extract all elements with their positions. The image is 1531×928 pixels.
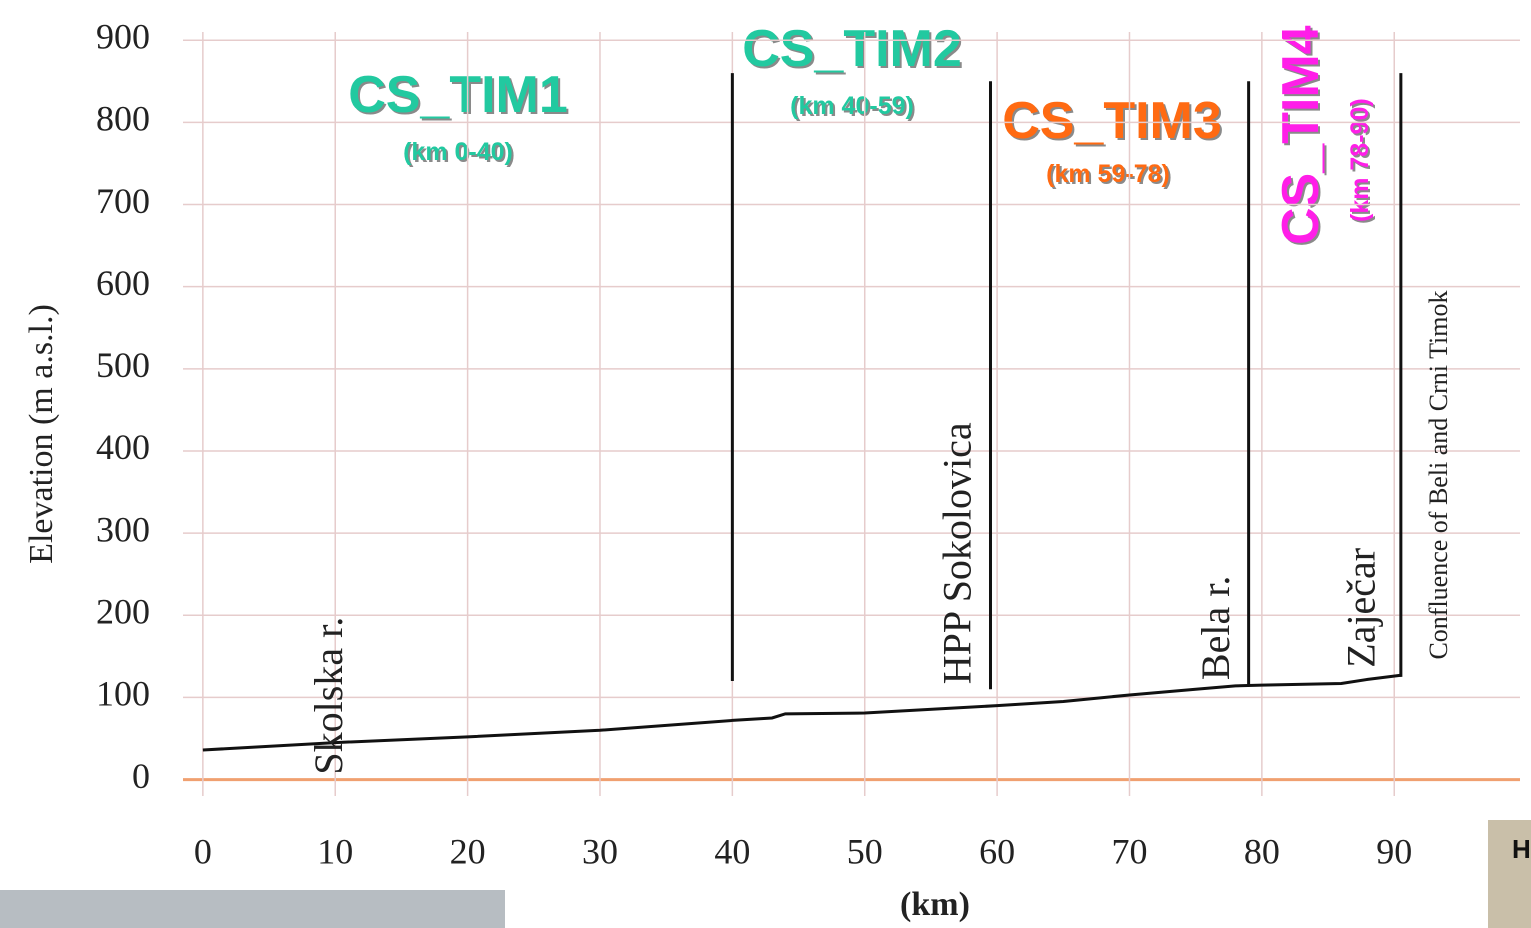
x-tick-label: 30 [582,831,618,871]
section-range: (km 40-59) [790,92,914,120]
section-label: CS_TIM1 [348,66,568,124]
y-tick-label: 200 [96,592,150,632]
annotation: Bela r. [1193,576,1238,680]
y-tick-label: 0 [132,756,150,796]
y-tick-label: 500 [96,345,150,385]
section-range: (km 59-78) [1046,160,1170,188]
section-range: (km 78-90) [1346,98,1374,222]
y-tick-label: 700 [96,181,150,221]
x-tick-label: 20 [450,831,486,871]
y-axis-label: Elevation (m a.s.l.) [23,304,60,564]
x-tick-label: 90 [1376,831,1412,871]
section-label: CS_TIM2 [742,20,962,78]
annotation: HPP Sokolovica [935,422,980,684]
y-tick-label: 300 [96,509,150,549]
y-tick-label: 800 [96,99,150,139]
y-tick-label: 600 [96,263,150,303]
y-tick-label: 900 [96,16,150,56]
x-tick-label: 60 [979,831,1015,871]
section-range: (km 0-40) [403,138,513,166]
section-label: CS_TIM3 [1002,92,1222,150]
section-label: CS_TIM4 [1272,25,1330,245]
annotation: Confluence of Beli and Crni Timok [1424,291,1453,660]
x-tick-label: 70 [1111,831,1147,871]
x-axis-label: (km) [900,886,970,923]
x-tick-label: 10 [317,831,353,871]
annotation: Skolska r. [306,617,351,775]
y-tick-label: 400 [96,427,150,467]
y-tick-label: 100 [96,674,150,714]
annotation: Zaječar [1338,548,1383,668]
photo-fragment [1488,820,1531,928]
section-labels: CS_TIM1 (km 0-40) CS_TIM2 (km 40-59) CS_… [348,20,1374,245]
x-tick-label: 0 [194,831,212,871]
x-tick-label: 80 [1244,831,1280,871]
x-tick-label: 50 [847,831,883,871]
photo-fragment [0,890,505,928]
photo-caption: H [1512,834,1531,864]
x-tick-label: 40 [714,831,750,871]
profile-line [202,673,1402,752]
